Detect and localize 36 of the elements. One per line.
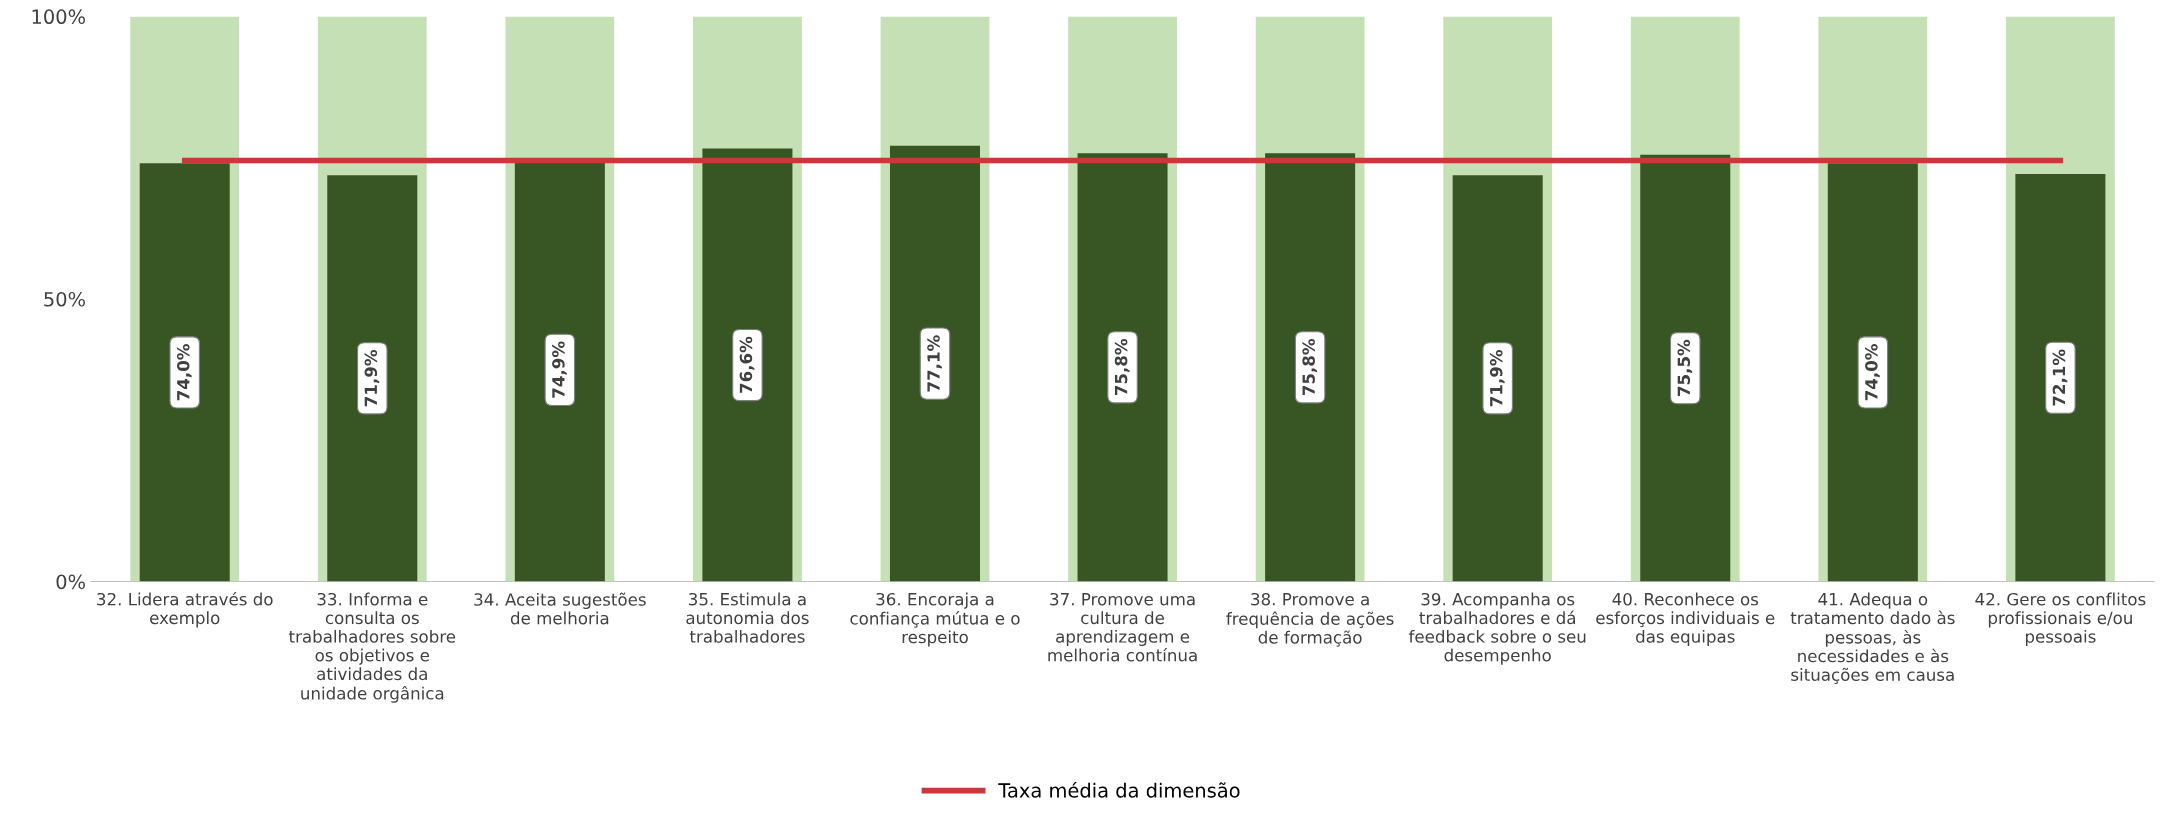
y-tick-label: 50% [44, 291, 85, 307]
data-label: 72,1% [2052, 349, 2068, 406]
bar [2015, 174, 2106, 582]
data-label: 71,9% [364, 349, 380, 407]
legend-label: Taxa média da dimensão [998, 781, 1240, 798]
x-tick-label: 34. Aceita sugestões de melhoria [474, 592, 646, 625]
bar [1640, 154, 1731, 582]
bar [139, 163, 230, 582]
x-tick-label: 42. Gere os conflitos profissionais e/ou pessoais [1975, 592, 2146, 647]
x-tick-label: 32. Lidera através do exemplo [97, 591, 273, 628]
x-tick-label: 35. Estimula a autonomia dos trabalhadores [686, 592, 809, 643]
data-label: 74,0% [1865, 344, 1880, 401]
data-label: 71,9% [1489, 349, 1505, 407]
x-tick-label: 39. Acompanha os trabalhadores e dá feedback sobre o seu desempenho [1408, 592, 1586, 665]
bar [1827, 163, 1918, 582]
x-tick-label: 40. Reconhece os esforços individuais e das equipas [1596, 592, 1775, 647]
data-label: 75,5% [1677, 339, 1693, 396]
bar [889, 145, 980, 582]
data-label: 74,9% [552, 341, 567, 398]
x-tick-label: 37. Promove uma cultura de aprendizagem e melhoria contínua [1048, 592, 1197, 662]
y-tick-label: 100% [32, 9, 85, 25]
data-label: 77,1% [927, 335, 942, 392]
bar [1077, 153, 1168, 582]
x-tick-label: 41. Adequa o tratamento dado às pessoas, às necessidades e às situações em causa [1790, 592, 1955, 684]
bar [327, 175, 418, 582]
y-tick-label: 0% [56, 574, 85, 590]
data-label: 75,8% [1114, 338, 1130, 396]
data-label: 76,6% [739, 336, 755, 393]
bar [1265, 153, 1356, 582]
bar [702, 148, 793, 582]
data-label: 75,8% [1302, 338, 1318, 396]
x-tick-label: 38. Promove a frequência de ações de formação [1226, 592, 1394, 647]
bar [1452, 175, 1543, 582]
data-label: 74,0% [176, 344, 192, 401]
x-tick-label: 36. Encoraja a confiança mútua e o respeito [850, 592, 1020, 647]
x-tick-label: 33. Informa e consulta os trabalhadores sobre os objetivos e atividades da unidade orgânica [288, 592, 456, 703]
